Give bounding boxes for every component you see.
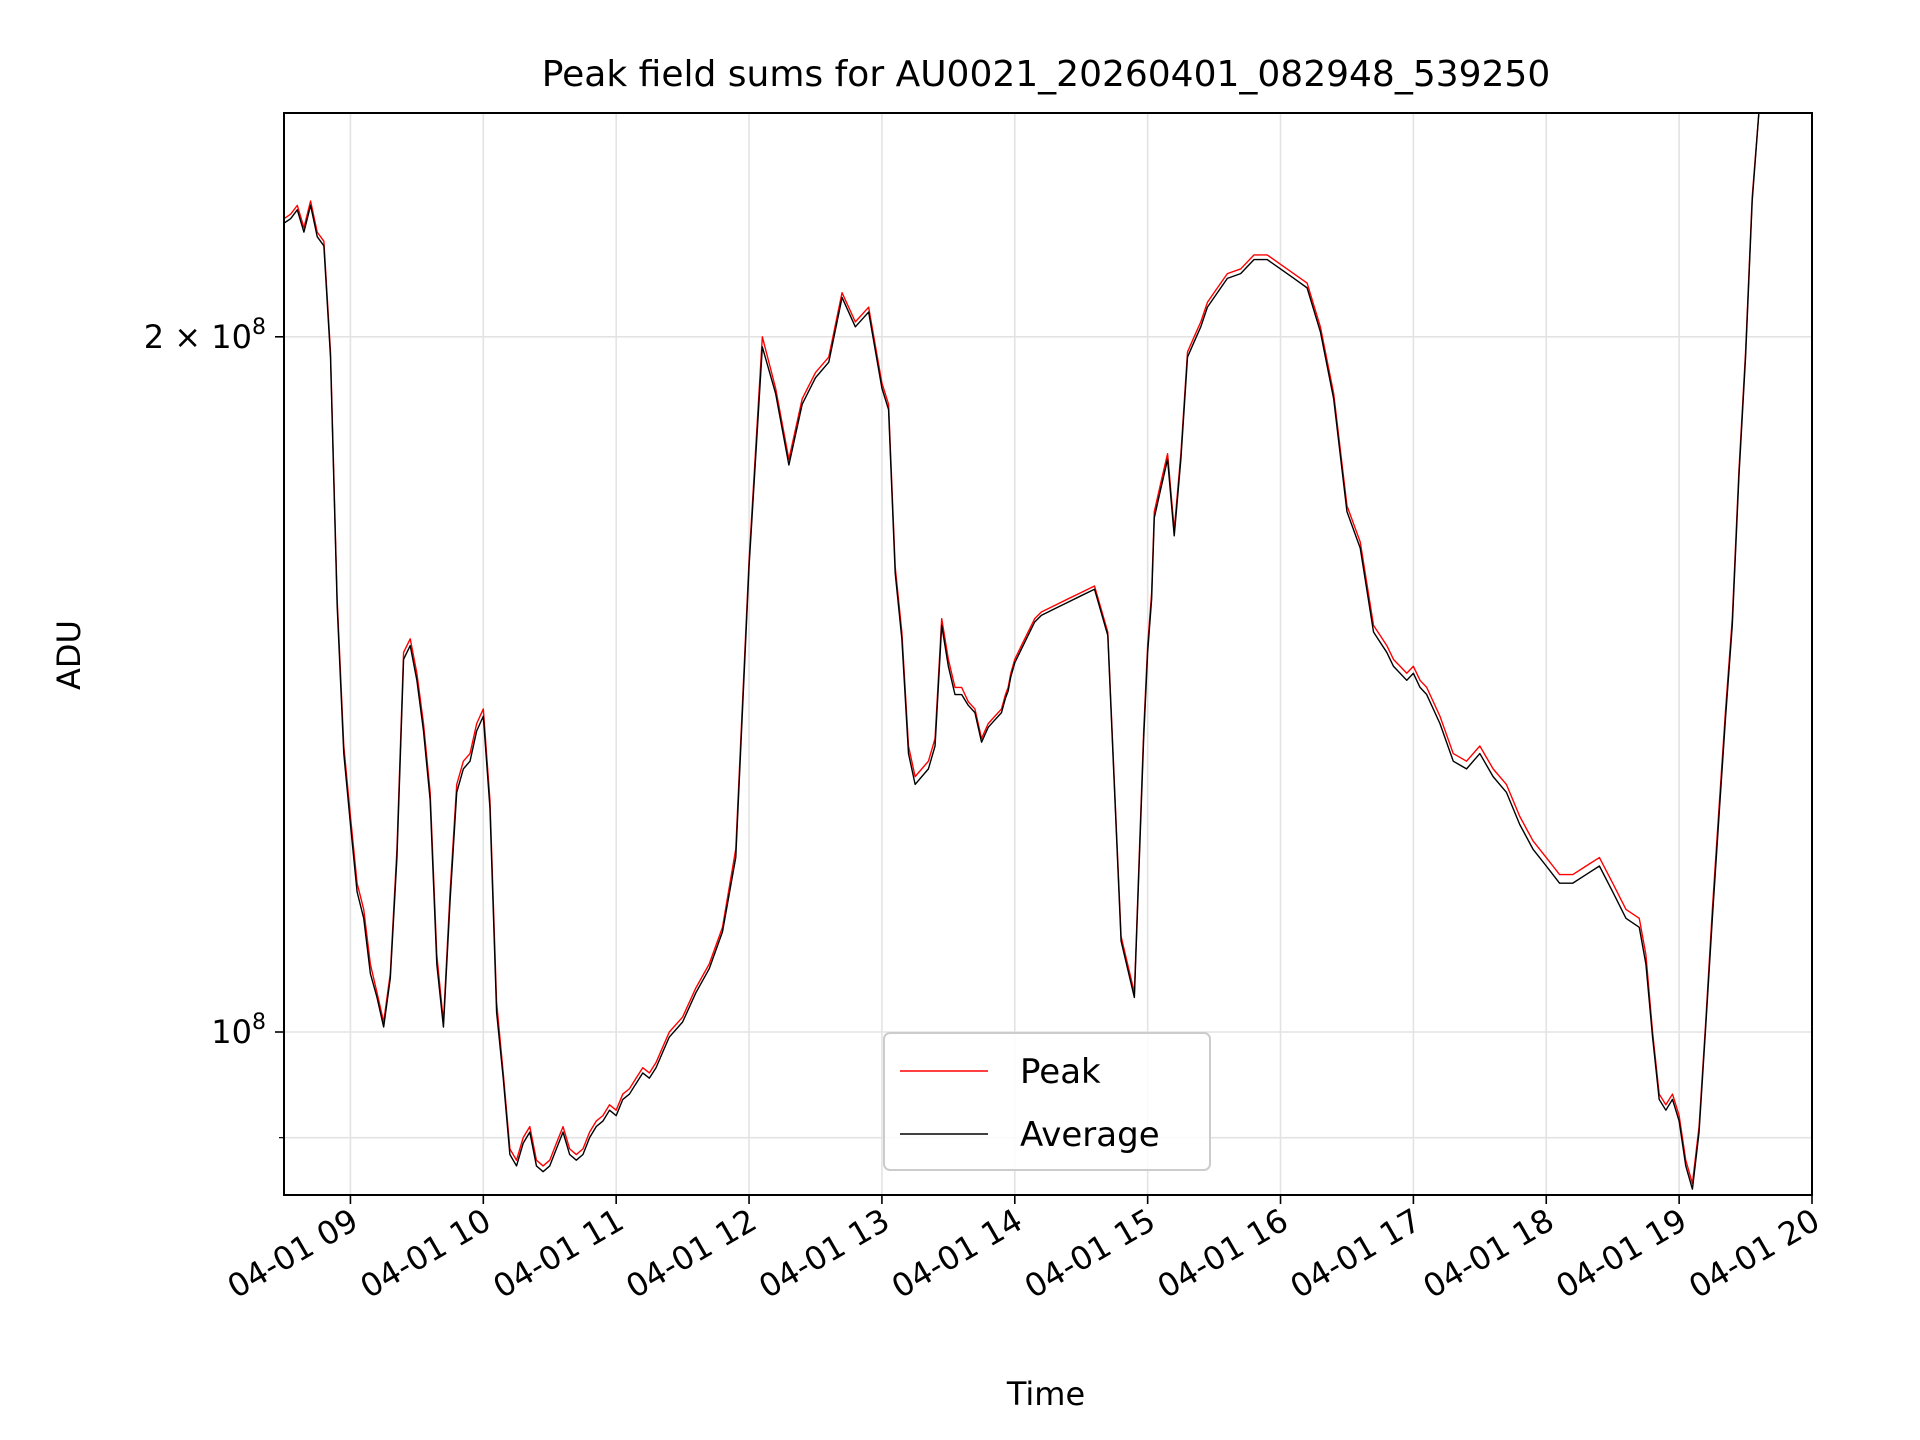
y-axis-label: ADU	[50, 620, 88, 690]
chart-title: Peak field sums for AU0021_20260401_0829…	[542, 54, 1551, 95]
y-tick-label: 2 × 108	[144, 315, 266, 356]
legend: Peak Average	[883, 1032, 1211, 1171]
y-tick-label-mantissa: 2 × 10	[144, 318, 252, 356]
y-tick-label-exponent: 8	[252, 1010, 266, 1035]
y-tick-label-mantissa: 10	[211, 1013, 252, 1051]
legend-label-average: Average	[1020, 1115, 1160, 1155]
data-lines	[284, 113, 1760, 1190]
x-axis-label: Time	[1006, 1375, 1085, 1413]
y-tick-label-exponent: 8	[252, 315, 266, 340]
y-tick-label: 108	[211, 1010, 266, 1051]
series-line-peak	[284, 113, 1760, 1184]
plot-frame	[283, 112, 1813, 1196]
legend-label-peak: Peak	[1020, 1052, 1101, 1092]
legend-box	[883, 1032, 1211, 1171]
series-line-average	[284, 113, 1760, 1190]
